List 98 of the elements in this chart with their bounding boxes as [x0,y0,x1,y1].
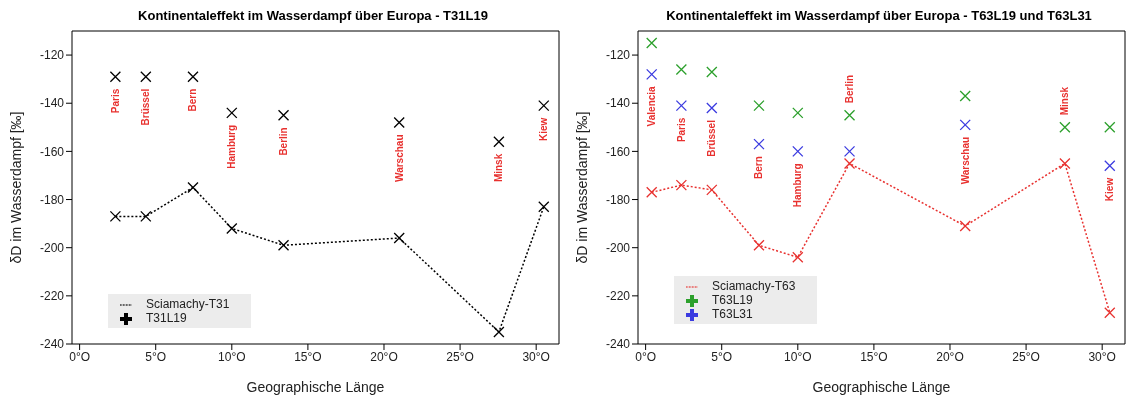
point [959,220,971,232]
y-tick-label: -200 [39,240,65,255]
annotation: Warschau [959,136,971,185]
x-tick-label: 25°O [1012,349,1040,364]
point [1059,157,1071,170]
x-tick-label: 30°O [1088,349,1116,364]
point [959,90,971,102]
y-tick-label: -140 [605,96,631,111]
x-tick-label: 15°O [860,349,888,364]
x-tick-label: 20°O [370,349,398,364]
point [843,145,856,158]
point [393,232,405,244]
x-tick-label: 10°O [784,349,812,364]
annotation: Warschau [393,134,405,182]
annotation: Kiew [538,117,550,141]
point [792,145,804,158]
annotation: Hamburg [226,124,238,169]
point [706,102,718,114]
point [1059,121,1071,133]
point [706,66,718,78]
point [753,99,765,112]
x-tick-label: 0°O [635,349,657,364]
x-tick-label: 20°O [936,349,964,364]
x-axis-title: Geographische Länge [812,379,951,395]
y-axis-title: δD im Wasserdampf [‰] [7,111,24,264]
y-tick-label: -140 [39,96,65,111]
annotation: Minsk [1059,86,1071,116]
annotation: Hamburg [792,163,804,208]
point [646,37,658,49]
annotation: Valencia [646,85,658,127]
point [393,116,405,129]
point [277,239,290,251]
y-tick-label: -120 [605,48,631,63]
point [493,326,505,338]
point [109,71,122,83]
y-tick-label: -220 [605,289,631,304]
y-tick-label: -200 [605,240,631,255]
annotation: Kiew [1104,177,1116,202]
y-tick-label: -120 [39,48,65,63]
x-tick-label: 5°O [145,349,167,364]
y-tick-label: -240 [39,337,65,352]
point [1104,160,1116,172]
chart-title: Kontinentaleffekt im Wasserdampf über Europa - T31L19 [137,8,489,25]
x-tick-label: 10°O [218,349,246,364]
point [753,138,765,150]
y-axis-title: δD im Wasserdampf [‰] [573,111,590,264]
y-tick-label: -160 [605,144,631,159]
y-tick-label: -180 [39,192,65,207]
point [493,136,505,148]
y-tick-label: -220 [39,289,65,304]
point [538,201,550,213]
chart-title: Kontinentaleffekt im Wasserdampf über Europa - T63L19 und T63L31 [665,8,1093,25]
legend-label: T63L19 [712,293,753,307]
point [226,222,238,235]
point [675,179,688,191]
point [140,71,152,83]
legend-label: Sciamachy-T31 [146,297,230,311]
annotation: Berlin [278,127,290,156]
point [706,184,718,196]
annotation: Minsk [493,153,505,183]
point [140,210,152,223]
y-tick-label: -180 [605,192,631,207]
x-tick-label: 15°O [294,349,322,364]
point [1104,307,1116,319]
x-axis-title: Geographische Länge [246,379,385,395]
legend-label: Sciamachy-T63 [712,279,796,293]
y-tick-label: -160 [39,144,65,159]
point [675,99,688,112]
annotation: Paris [109,88,121,114]
x-tick-label: 30°O [522,349,550,364]
point [226,107,238,119]
point [843,157,856,170]
annotation: Brüssel [140,88,152,126]
point [187,71,199,83]
point [646,68,658,80]
point [792,107,804,119]
point [1104,121,1116,133]
point [959,119,971,131]
point [109,210,122,223]
annotation: Bern [187,88,199,112]
legend-label: T31L19 [146,311,187,325]
y-tick-label: -240 [605,337,631,352]
point [792,251,804,263]
point [843,109,856,121]
x-tick-label: 0°O [69,349,91,364]
point [675,63,688,76]
point [187,181,199,194]
point [538,99,550,112]
x-tick-label: 5°O [711,349,733,364]
point [646,186,658,198]
point [277,109,290,121]
annotation: Paris [675,117,687,143]
annotation: Berlin [844,74,856,104]
annotation: Brüssel [706,119,718,157]
x-tick-label: 25°O [446,349,474,364]
point [753,239,765,251]
annotation: Bern [753,156,765,179]
legend-label: T63L31 [712,307,753,321]
